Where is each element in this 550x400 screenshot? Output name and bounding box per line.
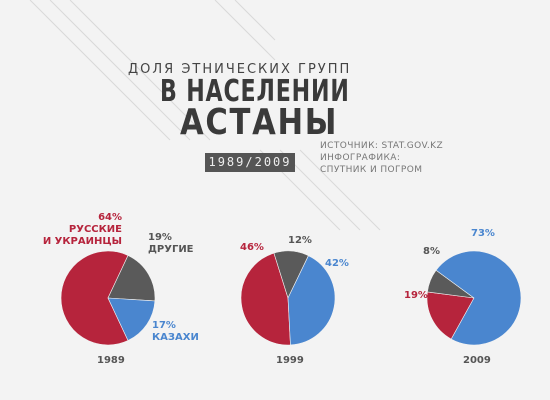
pie-slice-1989-others [107, 255, 156, 302]
label-1999-russians: 46% [240, 242, 264, 253]
pie-slice-2009-kazakhs [435, 250, 522, 346]
label-2009-kazakhs: 73% [471, 228, 495, 239]
pie-chart-1989 [60, 250, 156, 346]
title-line-1: ДОЛЯ ЭТНИЧЕСКИХ ГРУПП [128, 62, 352, 77]
label-2009-russians: 19% [404, 290, 428, 301]
pie-slice-1999-kazakhs [287, 255, 336, 346]
credits-authors: СПУТНИК И ПОГРОМ [320, 165, 423, 175]
year-caption-1989: 1989 [97, 355, 125, 366]
pie-slice-1989-russians-ukrainians [60, 250, 129, 346]
pie-slice-2009-russians-ukrainians [426, 291, 475, 340]
pie-slice-1989-kazakhs [107, 297, 156, 341]
source-line: ИСТОЧНИК: STAT.GOV.KZ [320, 141, 444, 151]
label-pct: 64% [98, 212, 122, 223]
label-1989-others: 19% ДРУГИЕ [148, 232, 194, 256]
credits-label: ИНФОГРАФИКА: [320, 153, 401, 163]
label-1999-kazakhs: 42% [325, 258, 349, 269]
pie-chart-2009 [426, 250, 522, 346]
label-2009-others: 8% [423, 246, 440, 257]
label-name: И УКРАИНЦЫ [42, 236, 122, 247]
label-pct: 19% [148, 232, 172, 243]
label-1999-others: 12% [288, 235, 312, 246]
source-credits: ИСТОЧНИК: STAT.GOV.KZ ИНФОГРАФИКА: СПУТН… [320, 140, 443, 176]
pie-slice-1999-russians-ukrainians [240, 252, 291, 346]
title-line-2: В НАСЕЛЕНИИ [160, 74, 350, 109]
year-caption-2009: 2009 [463, 355, 491, 366]
pie-chart-1999 [240, 250, 336, 346]
label-name: ДРУГИЕ [148, 244, 194, 255]
years-badge: 1989/2009 [205, 153, 295, 172]
label-pct: 17% [152, 320, 176, 331]
label-1989-russians: 64% РУССКИЕ И УКРАИНЦЫ [42, 212, 122, 248]
title-line-3: АСТАНЫ [180, 102, 339, 143]
label-name: КАЗАХИ [152, 332, 199, 343]
year-caption-1999: 1999 [276, 355, 304, 366]
label-name: РУССКИЕ [68, 224, 122, 235]
label-1989-kazakhs: 17% КАЗАХИ [152, 320, 199, 344]
